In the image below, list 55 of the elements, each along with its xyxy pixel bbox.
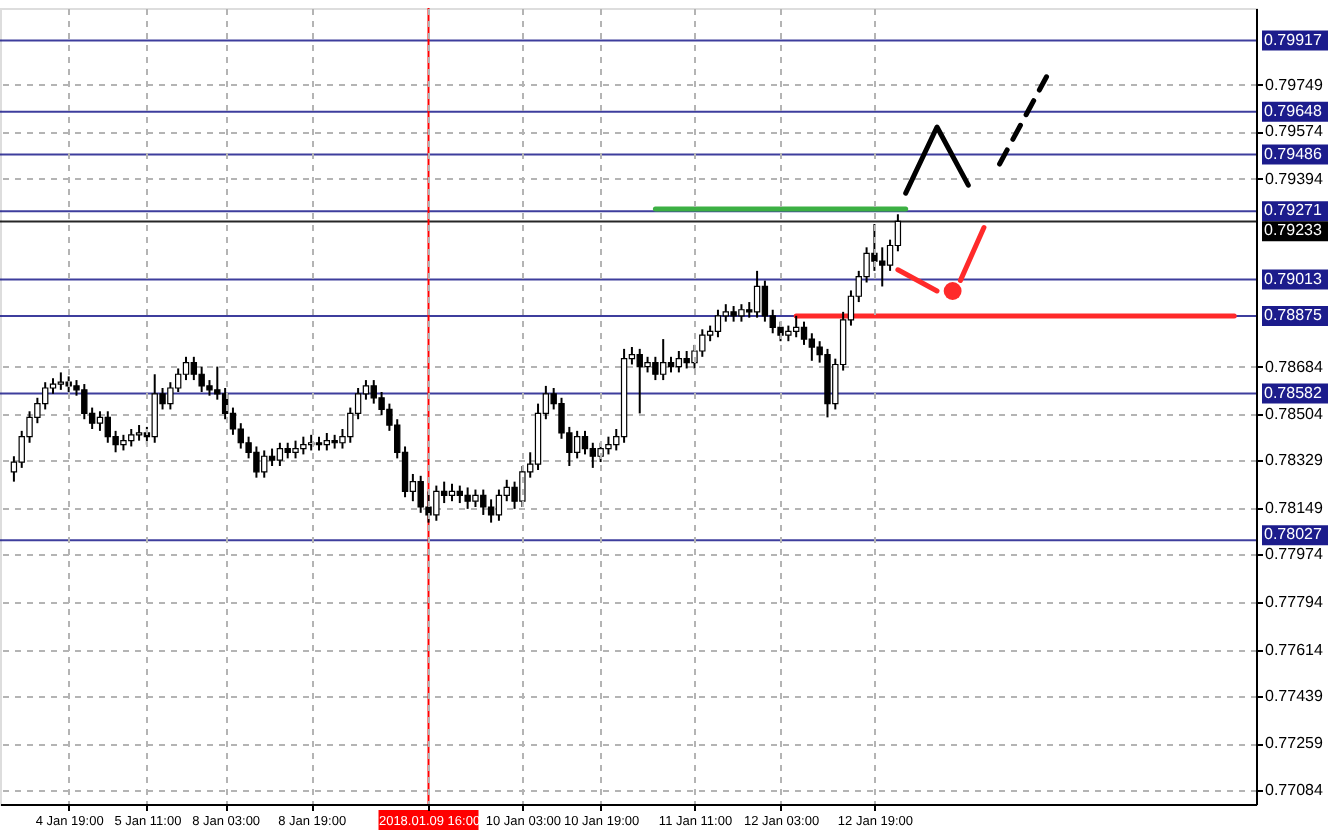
ref-line-label: 0.78875 [1264,306,1323,325]
candlestick [81,383,88,421]
candlestick [190,355,198,382]
y-tick-label: 0.78504 [1265,405,1324,424]
candlestick [261,449,268,479]
candlestick [800,320,808,346]
candlestick [652,355,659,382]
candlestick [370,379,377,405]
candlestick [660,338,667,382]
candlestick [699,328,706,358]
candlestick [433,484,440,522]
ref-line-label: 0.79233 [1264,221,1323,240]
candlestick [417,474,424,514]
y-tick-label: 0.79749 [1265,75,1324,94]
ref-line-label: 0.79486 [1264,144,1323,163]
candlestick [714,308,722,339]
candlestick [464,486,471,510]
y-tick-label: 0.77614 [1265,640,1324,659]
candlestick [480,488,487,516]
y-tick-label: 0.77794 [1265,592,1324,611]
candlestick [753,269,761,319]
candlestick [761,279,769,323]
y-tick-label: 0.77084 [1265,780,1324,799]
y-tick-label: 0.77259 [1265,734,1324,753]
candlestick [182,355,190,382]
candlestick [675,349,683,374]
candlestick [581,429,589,456]
candlestick [879,246,886,288]
candlestick [808,332,816,362]
y-tick-label: 0.78149 [1265,499,1324,518]
candlestick [104,410,111,444]
candlestick [151,373,158,444]
candlestick [42,381,49,411]
y-tick-label: 0.77974 [1265,545,1324,564]
candlestick [253,445,260,479]
y-tick-label: 0.79574 [1265,122,1324,141]
y-tick-label: 0.78684 [1265,357,1324,376]
ref-line-label: 0.79271 [1264,201,1323,220]
candlestick [495,488,503,522]
ref-line-label: 0.79648 [1264,101,1323,120]
ref-line-label: 0.79917 [1264,30,1323,49]
candlestick [792,314,800,339]
candlestick [96,410,104,432]
y-tick-label: 0.77439 [1265,686,1324,705]
candlestick [487,498,495,524]
candlestick [573,429,581,460]
candlestick [198,365,205,393]
ref-line-label: 0.79013 [1264,269,1323,288]
candlestick [636,347,643,415]
ref-line-label: 0.78582 [1264,383,1323,402]
y-tick-label: 0.78329 [1265,451,1324,470]
y-tick-label: 0.79394 [1265,169,1324,188]
ref-line-label: 0.78027 [1264,525,1323,544]
candlestick [589,441,596,469]
candlestick [276,441,284,468]
